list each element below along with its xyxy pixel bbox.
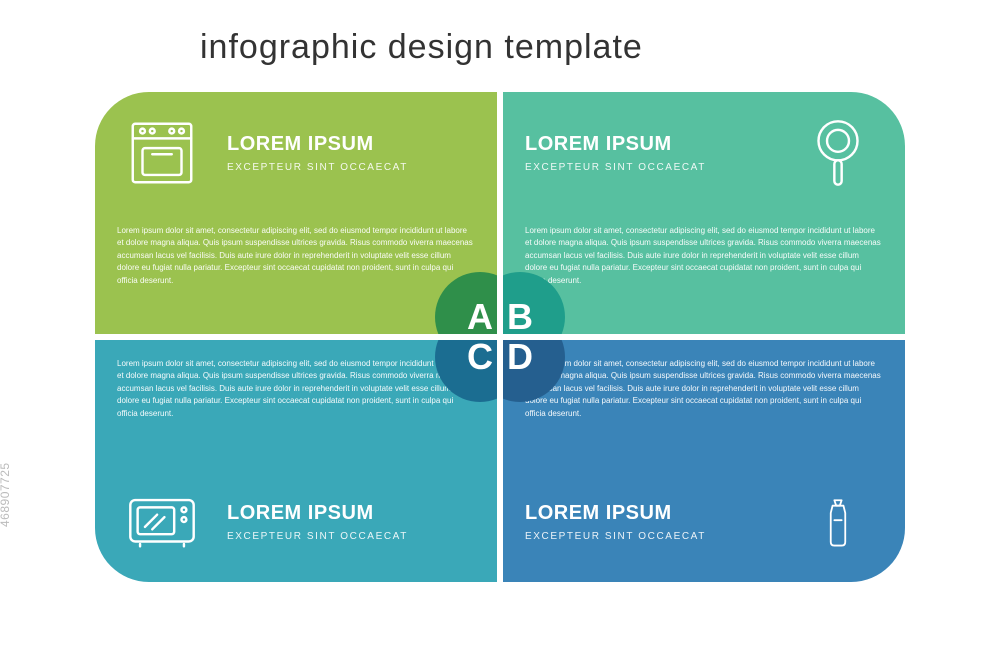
card-a-subheading: EXCEPTEUR SINT OCCAECAT xyxy=(227,162,475,173)
oven-icon xyxy=(117,108,207,198)
card-d-text: LOREM IPSUM EXCEPTEUR SINT OCCAECAT xyxy=(525,502,773,542)
card-d-heading: LOREM IPSUM xyxy=(525,502,773,525)
card-b-heading: LOREM IPSUM xyxy=(525,133,773,156)
card-c-heading: LOREM IPSUM xyxy=(227,502,475,525)
letter-c: C xyxy=(467,340,493,378)
card-b-text: LOREM IPSUM EXCEPTEUR SINT OCCAECAT xyxy=(525,133,773,173)
card-a-heading: LOREM IPSUM xyxy=(227,133,475,156)
card-d-header-row: LOREM IPSUM EXCEPTEUR SINT OCCAECAT xyxy=(503,461,905,582)
letter-a: A xyxy=(467,296,493,334)
letter-b: B xyxy=(507,296,533,334)
letter-d: D xyxy=(507,340,533,378)
card-c-text: LOREM IPSUM EXCEPTEUR SINT OCCAECAT xyxy=(227,502,475,542)
card-d: Lorem ipsum dolor sit amet, consectetur … xyxy=(503,340,905,582)
card-c: Lorem ipsum dolor sit amet, consectetur … xyxy=(95,340,497,582)
card-a: LOREM IPSUM EXCEPTEUR SINT OCCAECAT Lore… xyxy=(95,92,497,334)
card-c-header-row: LOREM IPSUM EXCEPTEUR SINT OCCAECAT xyxy=(95,461,497,582)
page-title: infographic design template xyxy=(200,28,643,67)
card-b-header-row: LOREM IPSUM EXCEPTEUR SINT OCCAECAT xyxy=(503,92,905,213)
card-b: LOREM IPSUM EXCEPTEUR SINT OCCAECAT Lore… xyxy=(503,92,905,334)
card-a-text: LOREM IPSUM EXCEPTEUR SINT OCCAECAT xyxy=(227,133,475,173)
card-a-header-row: LOREM IPSUM EXCEPTEUR SINT OCCAECAT xyxy=(95,92,497,213)
frying-pan-icon xyxy=(793,108,883,198)
card-c-subheading: EXCEPTEUR SINT OCCAECAT xyxy=(227,531,475,542)
microwave-icon xyxy=(117,477,207,567)
card-d-subheading: EXCEPTEUR SINT OCCAECAT xyxy=(525,531,773,542)
infographic-grid: LOREM IPSUM EXCEPTEUR SINT OCCAECAT Lore… xyxy=(95,92,905,582)
sauce-bottle-icon xyxy=(793,477,883,567)
card-b-subheading: EXCEPTEUR SINT OCCAECAT xyxy=(525,162,773,173)
watermark: 468907725 xyxy=(0,462,12,527)
